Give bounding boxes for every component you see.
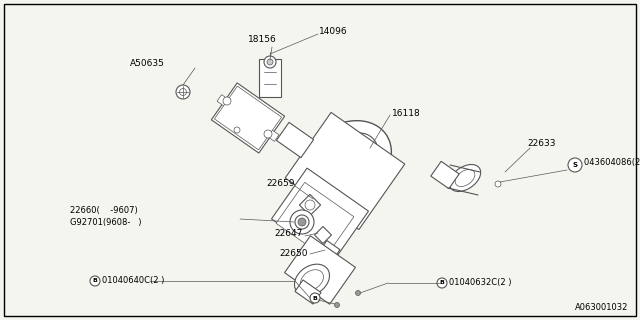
Circle shape: [90, 276, 100, 286]
Circle shape: [333, 187, 341, 195]
Circle shape: [290, 210, 314, 234]
Ellipse shape: [455, 170, 475, 187]
Circle shape: [267, 59, 273, 65]
Circle shape: [298, 218, 306, 226]
Polygon shape: [214, 86, 282, 150]
Text: 22650: 22650: [280, 249, 308, 258]
Ellipse shape: [301, 270, 323, 290]
Polygon shape: [276, 122, 314, 158]
Text: 22633: 22633: [527, 139, 556, 148]
Circle shape: [234, 127, 240, 133]
Circle shape: [313, 135, 357, 179]
Circle shape: [310, 293, 320, 303]
Polygon shape: [431, 161, 459, 189]
Ellipse shape: [449, 164, 481, 191]
Text: A50635: A50635: [130, 59, 165, 68]
Circle shape: [437, 278, 447, 288]
Ellipse shape: [294, 264, 330, 296]
Circle shape: [179, 89, 186, 95]
Text: S: S: [573, 162, 577, 168]
Polygon shape: [271, 168, 369, 262]
Polygon shape: [276, 182, 354, 258]
Text: B: B: [440, 281, 444, 285]
Text: 22660(    -9607): 22660( -9607): [70, 205, 138, 214]
Text: 22647: 22647: [275, 229, 303, 238]
Polygon shape: [211, 83, 285, 153]
Text: 22659: 22659: [266, 180, 295, 188]
Circle shape: [176, 85, 190, 99]
Text: B: B: [312, 295, 317, 300]
Text: 01040632C(2 ): 01040632C(2 ): [449, 278, 511, 287]
Circle shape: [264, 56, 276, 68]
Circle shape: [349, 140, 371, 162]
Polygon shape: [320, 241, 340, 260]
Circle shape: [495, 181, 501, 187]
Polygon shape: [295, 280, 321, 304]
Circle shape: [305, 200, 315, 210]
Ellipse shape: [299, 121, 392, 205]
Text: A063001032: A063001032: [575, 303, 628, 312]
Circle shape: [335, 302, 339, 308]
Circle shape: [355, 291, 360, 295]
Text: B: B: [93, 278, 97, 284]
Text: 18156: 18156: [248, 36, 276, 44]
Polygon shape: [217, 95, 279, 141]
Text: G92701(9608-   ): G92701(9608- ): [70, 218, 141, 227]
Polygon shape: [300, 194, 321, 216]
Polygon shape: [259, 59, 281, 97]
Circle shape: [295, 215, 309, 229]
Circle shape: [342, 133, 378, 169]
Circle shape: [369, 167, 377, 175]
Polygon shape: [285, 112, 405, 229]
Circle shape: [223, 97, 231, 105]
Polygon shape: [285, 236, 355, 304]
Text: 01040640C(2 ): 01040640C(2 ): [102, 276, 164, 285]
Circle shape: [323, 177, 331, 185]
Circle shape: [568, 158, 582, 172]
Text: 16118: 16118: [392, 108, 420, 117]
Text: 14096: 14096: [319, 27, 348, 36]
Circle shape: [359, 141, 367, 149]
Polygon shape: [314, 227, 332, 244]
Circle shape: [264, 130, 272, 138]
Circle shape: [321, 143, 349, 171]
Ellipse shape: [312, 133, 378, 193]
Text: 043604086(2 ): 043604086(2 ): [584, 158, 640, 167]
